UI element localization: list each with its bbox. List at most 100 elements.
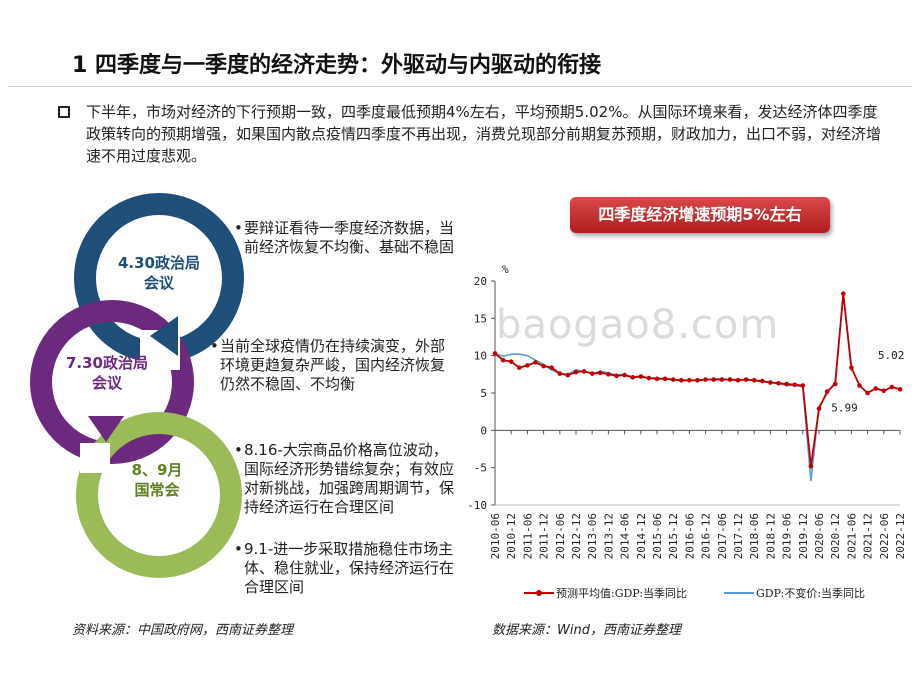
series-0-point — [816, 406, 822, 411]
x-tick-label: 2012-06 — [554, 513, 567, 559]
series-0-point — [792, 382, 797, 388]
series-0-point — [598, 370, 603, 376]
series-0-point — [727, 377, 733, 382]
x-tick-label: 2019-06 — [781, 513, 794, 559]
x-tick-label: 2015-06 — [651, 513, 664, 559]
x-tick-label: 2022-06 — [878, 513, 891, 559]
circle-label-line: 4.30政治局 — [117, 254, 200, 272]
series-0-point — [549, 365, 554, 370]
note-politburo-0730: • 当前全球疫情仍在持续演变，外部环境更趋复杂严峻，国内经济恢复仍然不稳固、不均… — [210, 337, 448, 394]
series-0-point — [646, 375, 652, 381]
note-text: 9.1-进一步采取措施稳住市场主体、稳住就业，保持经济运行在合理区间 — [244, 540, 455, 596]
circle-label-politburo-0730: 7.30政治局 会议 — [44, 353, 170, 393]
ring-gap — [80, 443, 110, 473]
series-0-point — [857, 383, 862, 388]
series-0-point — [638, 374, 644, 379]
series-0-point — [889, 384, 895, 390]
series-0-point — [622, 372, 627, 378]
legend-marker-series-0 — [536, 590, 542, 596]
note-text: 要辩证看待一季度经济数据，当前经济恢复不均衡、基础不稳固 — [244, 219, 455, 256]
x-tick-label: 2017-06 — [716, 513, 729, 559]
note-state-council-0816: • 8.16-大宗商品价格高位波动，国际经济形势错综复杂；有效应对新挑战，加强跨… — [234, 441, 455, 517]
y-tick-label: 10 — [474, 350, 487, 363]
y-tick-label: -5 — [474, 462, 487, 475]
x-tick-label: 2014-12 — [635, 513, 648, 559]
series-0-point — [841, 291, 846, 296]
bullet-dot-icon: • — [234, 219, 243, 237]
series-0-point — [557, 371, 563, 376]
series-0-point — [832, 381, 838, 387]
bullet-dot-icon: • — [234, 540, 243, 558]
chart-banner: 四季度经济增速预期5%左右 — [570, 197, 830, 233]
x-tick-label: 2014-06 — [619, 513, 632, 559]
circle-label-politburo-0430: 4.30政治局 会议 — [96, 253, 222, 293]
series-0-point — [800, 383, 806, 388]
x-tick-label: 2017-12 — [732, 513, 745, 559]
arrow-left-icon — [150, 316, 178, 356]
annotation-label: 5.02 — [878, 349, 905, 362]
watermark: baogao8.com — [496, 302, 780, 348]
y-tick-label: 0 — [480, 424, 487, 437]
circle-label-line: 会议 — [143, 274, 174, 292]
series-0-point — [711, 377, 716, 382]
x-tick-label: 2021-06 — [845, 513, 858, 559]
note-text: 当前全球疫情仍在持续演变，外部环境更趋复杂严峻，国内经济恢复仍然不稳固、不均衡 — [220, 337, 446, 393]
note-politburo-0430: • 要辩证看待一季度经济数据，当前经济恢复不均衡、基础不稳固 — [234, 219, 460, 257]
series-0-point — [533, 360, 538, 365]
annotation-label: 5.99 — [831, 402, 858, 415]
series-0-point — [687, 378, 692, 383]
series-0-point — [589, 371, 595, 376]
circle-label-line: 会议 — [91, 374, 122, 392]
x-tick-label: 2020-12 — [829, 513, 842, 559]
x-tick-label: 2011-12 — [538, 513, 551, 559]
series-0-point — [508, 359, 514, 364]
x-tick-label: 2020-06 — [813, 513, 826, 559]
series-0-point — [743, 377, 749, 382]
series-0-point — [735, 378, 741, 383]
circle-label-line: 7.30政治局 — [65, 354, 148, 372]
source-note-right: 数据来源：Wind，西南证券整理 — [492, 623, 681, 638]
series-0-point — [492, 351, 498, 356]
series-0-point — [662, 376, 668, 382]
x-tick-label: 2018-06 — [748, 513, 761, 559]
y-tick-label: -10 — [467, 499, 487, 512]
series-0-point — [881, 388, 887, 394]
x-tick-label: 2021-12 — [862, 513, 875, 559]
series-0-point — [865, 390, 870, 396]
series-0-point — [573, 369, 579, 375]
series-0-point — [654, 376, 660, 382]
x-tick-label: 2018-12 — [764, 513, 777, 559]
y-axis-unit-label: % — [502, 263, 509, 276]
series-0-point — [751, 378, 757, 383]
x-tick-label: 2022-12 — [894, 513, 907, 559]
series-0-point — [525, 363, 530, 368]
series-0-point — [849, 365, 854, 370]
series-0-point — [760, 378, 765, 384]
intro-paragraph: 下半年，市场对经济的下行预期一致，四季度最低预期4%左右，平均预期5.02%。从… — [86, 103, 882, 165]
x-tick-label: 2010-06 — [489, 513, 502, 559]
series-0-point — [500, 357, 506, 363]
x-tick-label: 2016-12 — [700, 513, 713, 559]
circle-label-line: 国常会 — [134, 481, 180, 499]
note-text: 8.16-大宗商品价格高位波动，国际经济形势错综复杂；有效应对新挑战，加强跨周期… — [244, 441, 455, 516]
x-tick-label: 2016-06 — [683, 513, 696, 559]
x-tick-label: 2015-12 — [667, 513, 680, 559]
series-0-point — [808, 463, 814, 469]
square-bullet-icon — [58, 106, 70, 118]
title-divider — [8, 86, 912, 87]
series-0-point — [630, 375, 635, 380]
y-tick-label: 20 — [474, 275, 487, 288]
page-title: 1 四季度与一季度的经济走势：外驱动与内驱动的衔接 — [72, 53, 601, 78]
series-0-point — [703, 377, 708, 382]
series-0-point — [606, 372, 611, 377]
series-0-point — [614, 373, 619, 379]
series-0-point — [670, 377, 676, 382]
series-0-point — [541, 363, 546, 369]
series-0-point — [768, 380, 773, 385]
arrow-down-icon — [88, 416, 124, 442]
x-tick-label: 2010-12 — [505, 513, 518, 559]
source-note-left: 资料来源：中国政府网，西南证券整理 — [72, 623, 294, 638]
bullet-dot-icon: • — [234, 441, 243, 459]
x-tick-label: 2019-12 — [797, 513, 810, 559]
series-0-point — [679, 378, 684, 383]
